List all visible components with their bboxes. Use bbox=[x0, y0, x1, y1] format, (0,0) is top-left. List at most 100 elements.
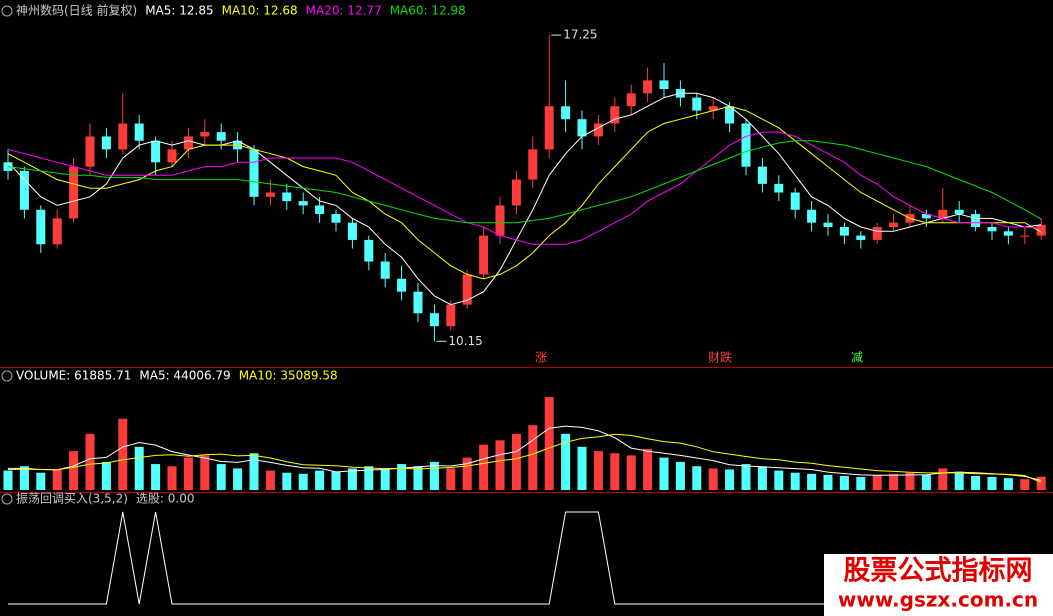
candle-body bbox=[593, 123, 603, 137]
volume-bar bbox=[774, 470, 784, 490]
volume-bar bbox=[1036, 476, 1046, 490]
volume-bar bbox=[807, 473, 817, 490]
volume-bar bbox=[315, 470, 325, 490]
volume-bar bbox=[167, 466, 177, 490]
volume-bar bbox=[659, 457, 669, 490]
volume-bar bbox=[626, 455, 636, 490]
volume-bar bbox=[183, 457, 193, 490]
candle-body bbox=[1036, 224, 1046, 236]
candle-body bbox=[823, 222, 833, 227]
candle-body bbox=[200, 132, 210, 137]
candle-body bbox=[331, 214, 341, 223]
volume-bar bbox=[544, 397, 554, 490]
volume-bar bbox=[1020, 479, 1030, 490]
panel-icon bbox=[1, 370, 13, 382]
series-line bbox=[7, 140, 1042, 224]
volume-bar bbox=[429, 461, 439, 490]
series-line bbox=[7, 105, 1042, 280]
volume-bar bbox=[200, 455, 210, 490]
candle-body bbox=[1003, 231, 1013, 236]
candle-body bbox=[659, 80, 669, 89]
volume-bar bbox=[69, 451, 79, 490]
candle-body bbox=[429, 313, 439, 327]
volume-bar bbox=[397, 464, 407, 490]
volume-bar bbox=[921, 474, 931, 490]
legend-label: MA20: 12.77 bbox=[306, 4, 382, 18]
volume-bar bbox=[561, 433, 571, 490]
watermark-url: www.gszx.com.cn bbox=[838, 588, 1038, 612]
candle-body bbox=[85, 136, 95, 167]
candle-body bbox=[921, 214, 931, 219]
candle-body bbox=[249, 149, 259, 197]
candle-body bbox=[19, 170, 29, 210]
event-label: 涨 bbox=[535, 350, 547, 365]
candle-body bbox=[889, 222, 899, 227]
candle-body bbox=[315, 205, 325, 215]
volume-bar bbox=[298, 473, 308, 490]
panel-icon bbox=[1, 493, 13, 505]
candle-body bbox=[708, 106, 718, 111]
candle-body bbox=[118, 123, 128, 150]
legend-label: MA10: 12.68 bbox=[222, 4, 298, 18]
candle-body bbox=[69, 166, 79, 219]
candle-body bbox=[183, 136, 193, 150]
volume-bar bbox=[839, 475, 849, 490]
volume-bar bbox=[52, 469, 62, 490]
candle-body bbox=[413, 291, 423, 314]
series-line bbox=[7, 92, 1042, 306]
volume-bar bbox=[3, 470, 13, 490]
candle-body bbox=[610, 106, 620, 124]
candle-body bbox=[462, 274, 472, 305]
candle-body bbox=[954, 209, 964, 215]
candle-body bbox=[774, 183, 784, 193]
volume-bar bbox=[85, 433, 95, 490]
candle-body bbox=[479, 235, 489, 275]
legend-label: MA5: 12.85 bbox=[145, 4, 213, 18]
candle-body bbox=[938, 209, 948, 219]
candle-body bbox=[757, 166, 767, 184]
volume-bar bbox=[118, 418, 128, 490]
candle-body bbox=[741, 123, 751, 167]
legend-label: MA5: 44006.79 bbox=[139, 369, 230, 383]
volume-bar bbox=[1003, 478, 1013, 490]
candle-body bbox=[36, 209, 46, 245]
volume-bar bbox=[101, 461, 111, 490]
candle-body bbox=[790, 192, 800, 210]
volume-bar bbox=[675, 461, 685, 490]
candle-body bbox=[971, 214, 981, 227]
legend-label: 选股: 0.00 bbox=[136, 492, 195, 506]
volume-bar bbox=[643, 448, 653, 490]
volume-bar bbox=[593, 451, 603, 490]
panel-icon bbox=[1, 5, 13, 17]
candle-body bbox=[52, 218, 62, 245]
volume-bar bbox=[889, 473, 899, 490]
volume-bar bbox=[823, 474, 833, 490]
candle-body bbox=[364, 239, 374, 262]
volume-bar bbox=[511, 433, 521, 490]
candle-body bbox=[298, 201, 308, 206]
high-label: 17.25 bbox=[563, 28, 597, 42]
candle-body bbox=[725, 106, 735, 124]
candle-body bbox=[577, 119, 587, 137]
candle-body bbox=[643, 80, 653, 94]
volume-bar bbox=[872, 474, 882, 490]
candle-body bbox=[282, 192, 292, 202]
volume-bar bbox=[446, 468, 456, 490]
watermark-title: 股票公式指标网 bbox=[844, 556, 1033, 587]
volume-bar bbox=[233, 468, 243, 490]
candle-body bbox=[872, 227, 882, 240]
candle-body bbox=[380, 261, 390, 279]
watermark-box bbox=[824, 554, 1053, 616]
event-label: 减 bbox=[851, 351, 863, 365]
volume-bar bbox=[134, 446, 144, 490]
legend-label: MA60: 12.98 bbox=[390, 4, 466, 18]
volume-bar bbox=[725, 469, 735, 490]
volume-bar bbox=[757, 466, 767, 490]
series-line bbox=[7, 433, 1042, 483]
volume-bar bbox=[380, 469, 390, 490]
candle-body bbox=[626, 93, 636, 107]
volume-bar bbox=[692, 466, 702, 490]
candle-body bbox=[167, 149, 177, 163]
candle-body bbox=[839, 227, 849, 236]
volume-bar bbox=[19, 466, 29, 490]
